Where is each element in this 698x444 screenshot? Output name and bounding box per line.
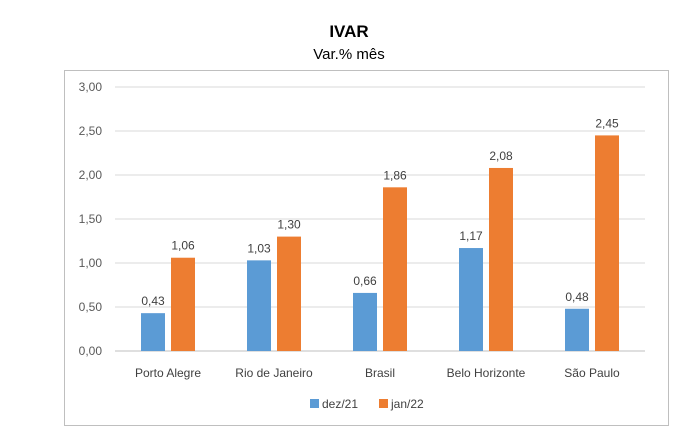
y-tick-label: 1,00 bbox=[79, 256, 103, 270]
bar-dez/21 bbox=[565, 308, 589, 351]
data-label: 1,30 bbox=[277, 218, 301, 232]
x-tick-label: São Paulo bbox=[564, 366, 620, 380]
y-tick-label: 3,00 bbox=[79, 80, 103, 94]
x-tick-label: Porto Alegre bbox=[135, 366, 201, 380]
chart-frame bbox=[64, 70, 669, 426]
data-label: 1,86 bbox=[383, 168, 407, 182]
data-label: 0,43 bbox=[141, 294, 165, 308]
bar-jan/22 bbox=[489, 167, 513, 351]
data-label: 0,66 bbox=[353, 274, 377, 288]
x-tick-labels: Porto Alegre Rio de Janeiro Brasil Belo Hor… bbox=[135, 366, 620, 380]
data-label: 0,48 bbox=[565, 290, 589, 304]
x-tick-label: Brasil bbox=[365, 366, 395, 380]
x-tick-label: Rio de Janeiro bbox=[235, 366, 313, 380]
y-tick-label: 1,50 bbox=[79, 212, 103, 226]
chart-title: IVAR bbox=[329, 22, 369, 41]
legend-swatch bbox=[379, 399, 388, 408]
bar-jan/22 bbox=[171, 257, 195, 351]
bar-dez/21 bbox=[459, 248, 483, 351]
data-label: 1,03 bbox=[247, 241, 271, 255]
bar-jan/22 bbox=[277, 236, 301, 351]
y-tick-labels: 0,00 0,50 1,00 1,50 2,00 2,50 3,00 bbox=[79, 80, 103, 358]
legend: dez/21 jan/22 bbox=[310, 397, 424, 411]
data-label: 2,08 bbox=[489, 149, 513, 163]
legend-label: dez/21 bbox=[322, 397, 358, 411]
legend-label: jan/22 bbox=[390, 397, 424, 411]
bar-dez/21 bbox=[141, 313, 165, 351]
legend-swatch bbox=[310, 399, 319, 408]
bar-dez/21 bbox=[353, 292, 377, 351]
bar-jan/22 bbox=[383, 187, 407, 351]
bar-dez/21 bbox=[247, 260, 271, 351]
bars bbox=[141, 135, 619, 351]
gridlines bbox=[115, 86, 645, 352]
y-tick-label: 0,50 bbox=[79, 300, 103, 314]
data-label: 2,45 bbox=[595, 116, 619, 130]
y-tick-label: 2,50 bbox=[79, 124, 103, 138]
bar-jan/22 bbox=[595, 135, 619, 351]
chart-subtitle: Var.% mês bbox=[313, 46, 385, 63]
x-tick-label: Belo Horizonte bbox=[447, 366, 526, 380]
data-labels: 0,43 1,06 1,03 1,30 0,66 1,86 1,17 2,08 0,48 2,45 bbox=[141, 116, 619, 308]
data-label: 1,17 bbox=[459, 229, 483, 243]
data-label: 1,06 bbox=[171, 239, 195, 253]
y-tick-label: 2,00 bbox=[79, 168, 103, 182]
y-tick-label: 0,00 bbox=[79, 344, 103, 358]
